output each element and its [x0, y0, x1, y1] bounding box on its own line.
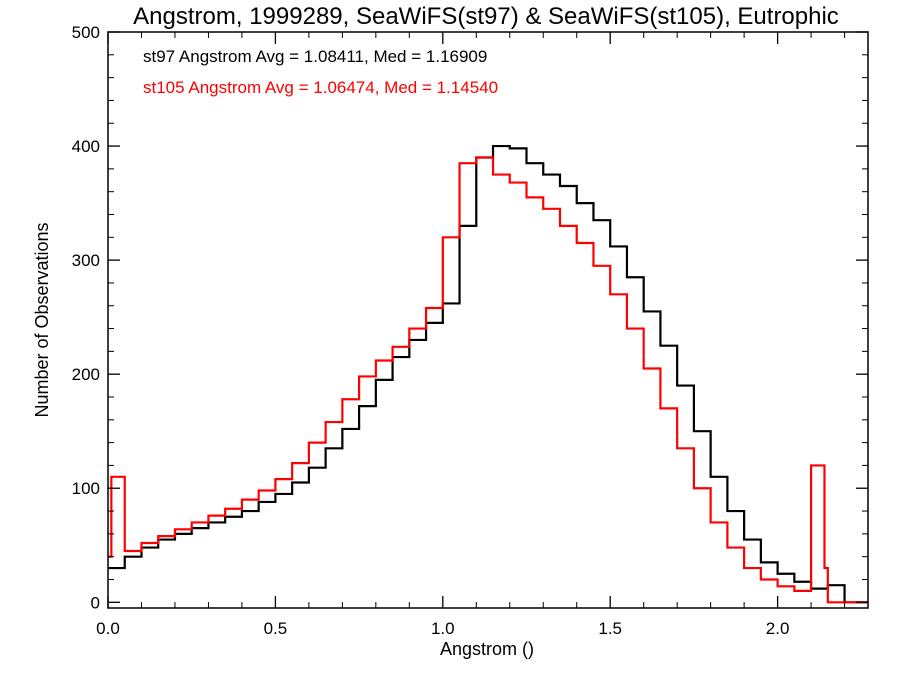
y-tick-label-3: 300 — [72, 251, 100, 270]
x-axis-ticks: 0.0 0.5 1.0 1.5 2.0 — [96, 32, 846, 638]
y-tick-label-5: 500 — [72, 23, 100, 42]
x-tick-label-4: 2.0 — [766, 619, 790, 638]
y-axis-label: Number of Observations — [32, 222, 52, 417]
y-tick-label-1: 100 — [72, 479, 100, 498]
y-axis-ticks: 0 100 200 300 400 500 — [72, 23, 868, 612]
plot-frame — [107, 31, 869, 609]
x-tick-label-1: 0.5 — [264, 619, 288, 638]
series-line-st105 — [108, 156, 868, 604]
annotation-st105: st105 Angstrom Avg = 1.06474, Med = 1.14… — [143, 78, 498, 97]
series-layer — [108, 144, 868, 604]
x-axis-label: Angstrom () — [440, 639, 534, 659]
chart-title: Angstrom, 1999289, SeaWiFS(st97) & SeaWi… — [133, 3, 839, 30]
y-tick-label-0: 0 — [91, 593, 100, 612]
y-tick-label-2: 200 — [72, 365, 100, 384]
x-tick-label-0: 0.0 — [96, 619, 120, 638]
x-tick-label-2: 1.0 — [431, 619, 455, 638]
annotation-st97: st97 Angstrom Avg = 1.08411, Med = 1.169… — [143, 47, 487, 66]
x-tick-label-3: 1.5 — [598, 619, 622, 638]
y-tick-label-4: 400 — [72, 137, 100, 156]
